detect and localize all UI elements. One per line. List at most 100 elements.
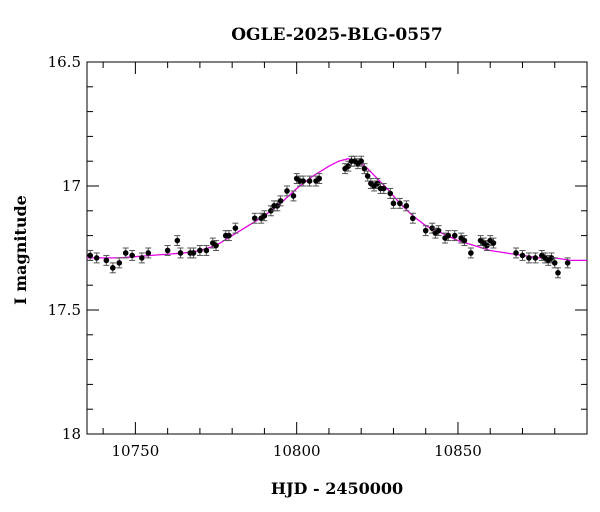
data-point bbox=[129, 249, 136, 261]
point-marker bbox=[213, 242, 219, 249]
data-point bbox=[87, 249, 94, 261]
data-point bbox=[409, 212, 416, 224]
data-point bbox=[345, 160, 352, 172]
data-point bbox=[174, 235, 181, 247]
point-marker bbox=[93, 255, 100, 261]
point-marker bbox=[284, 188, 290, 194]
data-point bbox=[371, 180, 378, 192]
point-marker bbox=[345, 163, 352, 169]
y-tick-label: 18 bbox=[62, 425, 81, 443]
data-point bbox=[380, 183, 387, 194]
point-marker bbox=[519, 252, 526, 259]
data-point bbox=[93, 252, 100, 264]
data-point bbox=[316, 173, 323, 185]
x-tick-label: 10800 bbox=[273, 442, 321, 460]
point-marker bbox=[551, 260, 558, 266]
data-point bbox=[190, 247, 197, 259]
y-tick-label: 17.5 bbox=[48, 301, 81, 319]
data-point bbox=[467, 247, 474, 259]
data-point bbox=[490, 237, 497, 249]
data-point bbox=[548, 252, 555, 264]
point-marker bbox=[139, 255, 145, 261]
data-point bbox=[203, 245, 210, 256]
data-point bbox=[251, 212, 258, 224]
point-marker bbox=[461, 237, 468, 244]
plot-frame bbox=[86, 61, 588, 435]
point-marker bbox=[358, 158, 364, 164]
data-point bbox=[261, 210, 268, 222]
point-marker bbox=[174, 237, 181, 244]
y-tick-label: 16.5 bbox=[48, 53, 81, 71]
data-point bbox=[361, 163, 368, 175]
point-marker bbox=[306, 178, 313, 184]
point-marker bbox=[410, 215, 416, 222]
data-point bbox=[290, 190, 297, 202]
data-point bbox=[138, 252, 145, 264]
data-point bbox=[364, 170, 371, 182]
point-marker bbox=[490, 240, 497, 246]
data-point bbox=[225, 230, 232, 242]
point-marker bbox=[226, 232, 232, 239]
point-marker bbox=[87, 252, 94, 259]
data-point bbox=[429, 222, 436, 234]
point-marker bbox=[374, 180, 381, 187]
data-point bbox=[461, 235, 468, 247]
data-point bbox=[538, 249, 545, 261]
point-marker bbox=[513, 250, 519, 256]
point-marker bbox=[261, 212, 268, 219]
data-point bbox=[396, 197, 403, 209]
model-line bbox=[87, 158, 587, 262]
data-point bbox=[306, 175, 313, 187]
point-marker bbox=[300, 178, 306, 184]
data-point bbox=[164, 245, 171, 256]
point-marker bbox=[122, 250, 129, 256]
data-point bbox=[554, 267, 561, 279]
data-point bbox=[435, 225, 442, 237]
point-marker bbox=[526, 255, 532, 261]
point-marker bbox=[232, 225, 239, 231]
y-tick-label: 17 bbox=[62, 177, 81, 195]
point-marker bbox=[197, 247, 203, 254]
data-point bbox=[390, 197, 397, 209]
point-marker bbox=[203, 247, 210, 254]
data-points bbox=[87, 155, 571, 279]
point-marker bbox=[387, 190, 394, 197]
point-marker bbox=[145, 250, 152, 256]
data-point bbox=[232, 222, 239, 234]
axis-ticks: 10750 10800 10850 16.5 17 17.5 18 bbox=[48, 53, 588, 460]
point-marker bbox=[290, 193, 297, 199]
data-point bbox=[484, 240, 490, 251]
point-marker bbox=[380, 185, 387, 192]
point-marker bbox=[451, 232, 458, 239]
data-point bbox=[445, 230, 452, 242]
point-marker bbox=[532, 255, 539, 261]
point-marker bbox=[164, 247, 171, 254]
data-point bbox=[213, 240, 220, 251]
point-marker bbox=[268, 208, 274, 214]
data-point bbox=[403, 200, 410, 212]
point-marker bbox=[435, 227, 442, 234]
x-tick-label: 10850 bbox=[434, 442, 482, 460]
y-axis-label: I magnitude bbox=[11, 195, 30, 305]
point-marker bbox=[403, 203, 410, 209]
point-marker bbox=[555, 270, 561, 276]
data-point bbox=[145, 247, 152, 259]
data-point bbox=[422, 225, 429, 237]
data-point bbox=[451, 230, 458, 242]
point-marker bbox=[277, 198, 284, 204]
point-marker bbox=[548, 255, 555, 261]
data-point bbox=[564, 257, 571, 269]
point-marker bbox=[103, 257, 110, 264]
point-marker bbox=[564, 260, 571, 266]
data-point bbox=[519, 249, 526, 261]
data-point bbox=[109, 262, 116, 274]
data-point bbox=[196, 245, 203, 256]
data-point bbox=[122, 247, 129, 259]
point-marker bbox=[364, 173, 371, 179]
point-marker bbox=[110, 265, 116, 271]
point-marker bbox=[274, 203, 281, 209]
data-point bbox=[300, 175, 307, 187]
chart-title: OGLE-2025-BLG-0557 bbox=[231, 25, 443, 45]
x-tick-label: 10750 bbox=[112, 442, 160, 460]
